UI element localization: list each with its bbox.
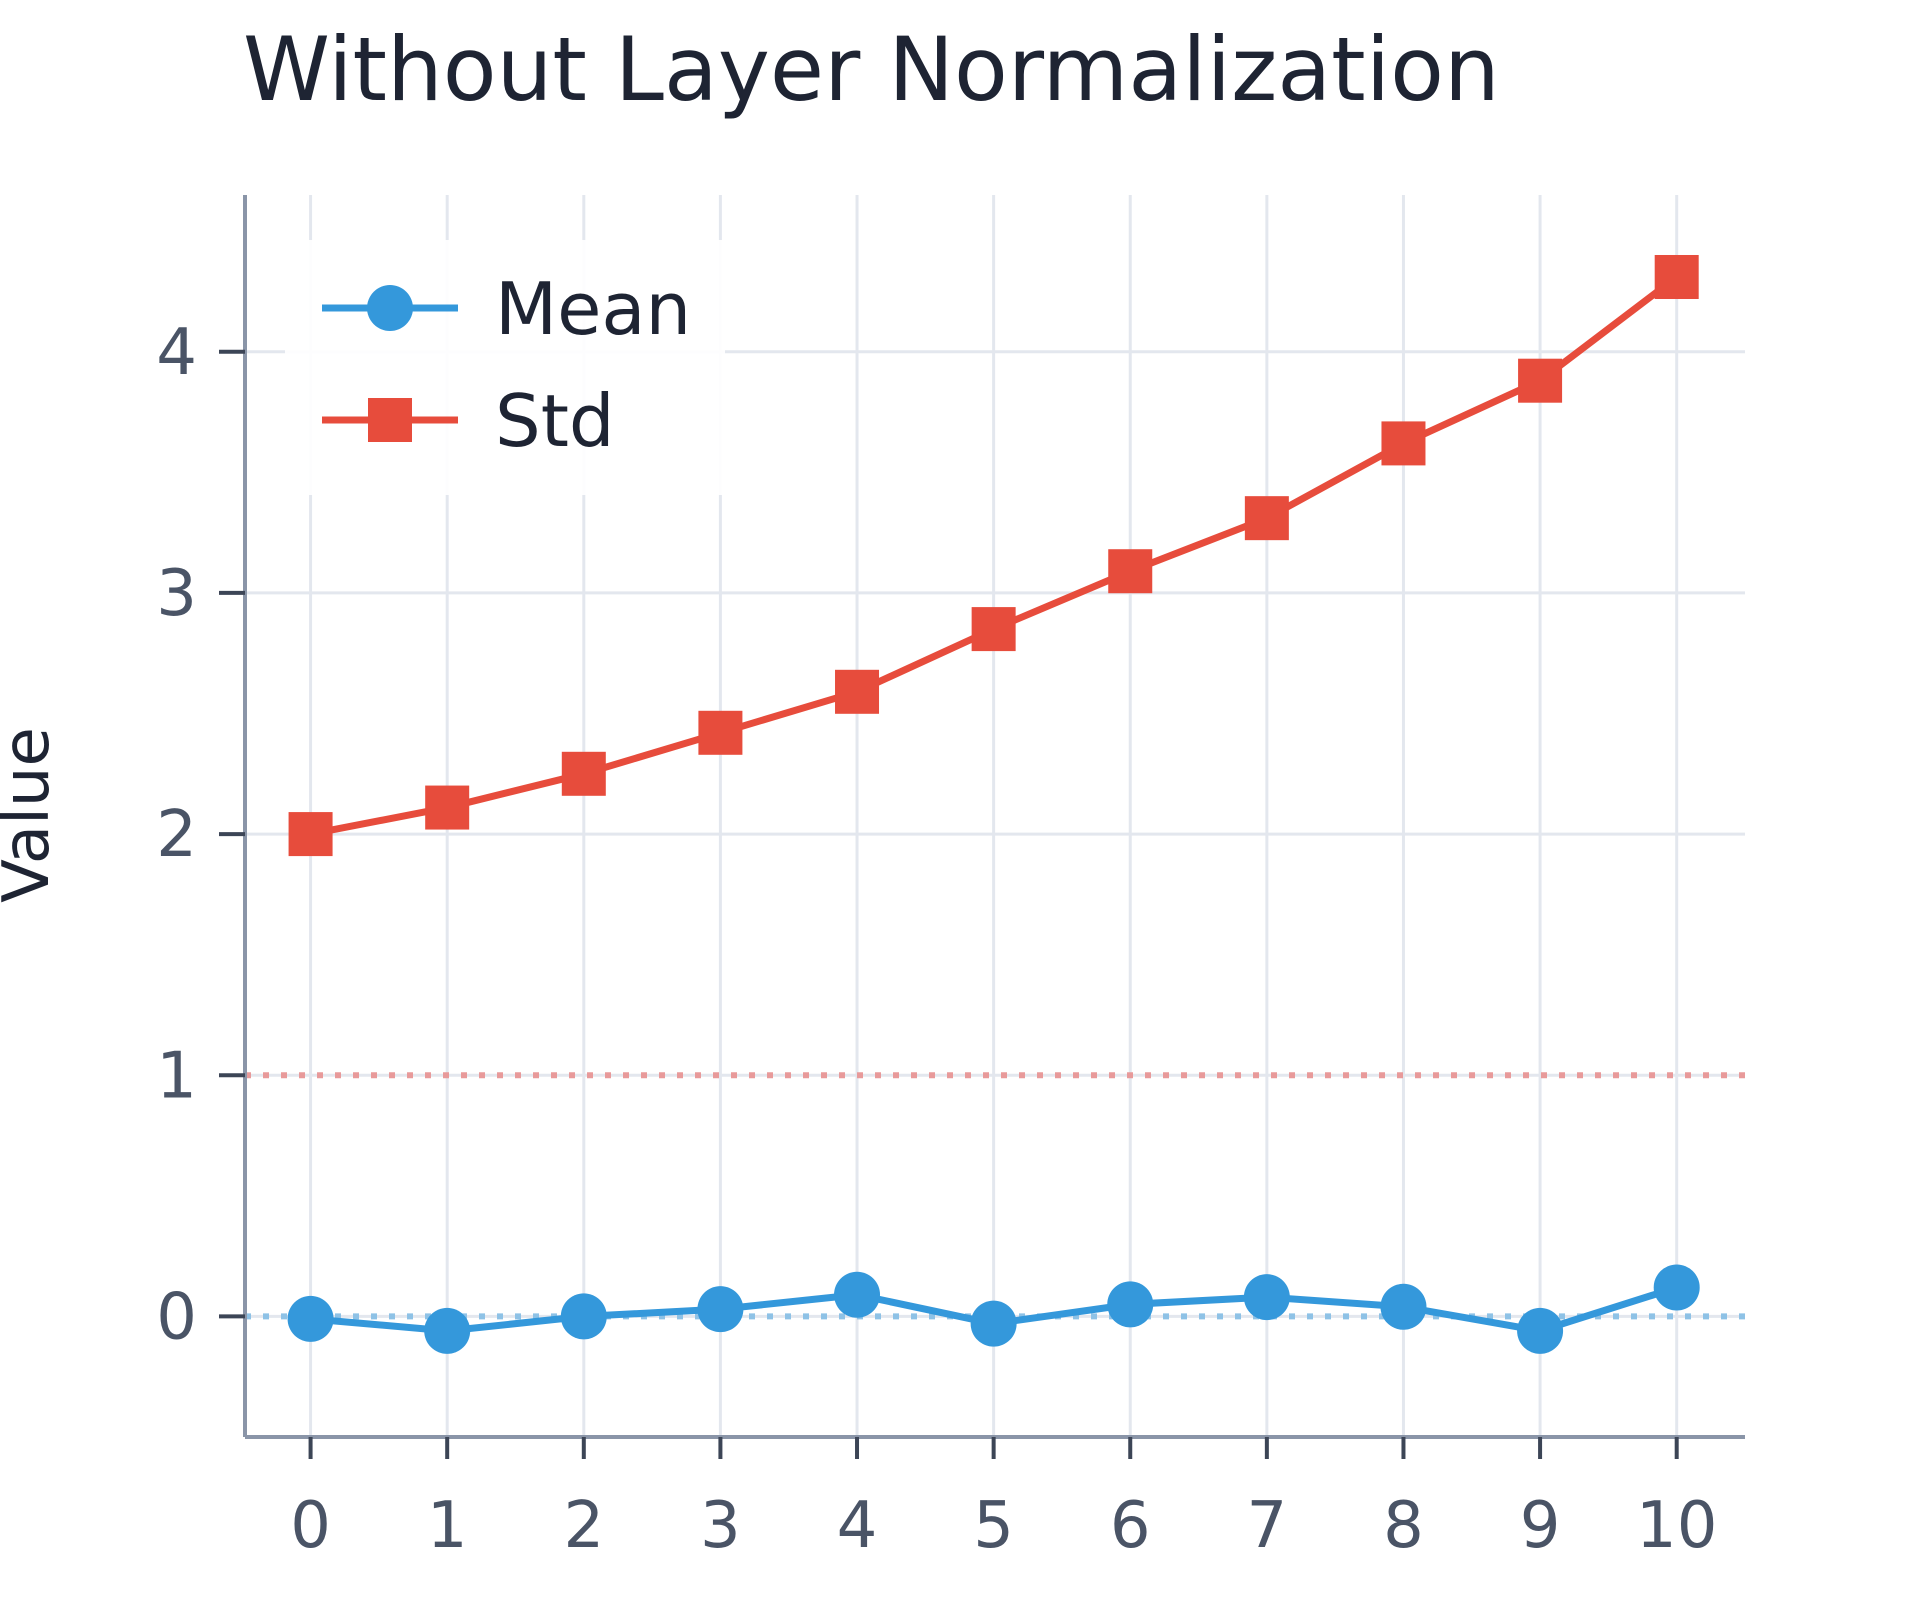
- data-point-circle: [834, 1271, 881, 1318]
- y-axis-label: Value: [0, 727, 64, 903]
- series-std: [288, 254, 1699, 857]
- x-tick-label: 2: [563, 1489, 604, 1563]
- data-point-square: [1108, 549, 1153, 594]
- series-group: [287, 254, 1700, 1354]
- data-point-square: [288, 812, 333, 857]
- data-point-circle: [560, 1293, 607, 1340]
- legend-label: Std: [495, 379, 615, 463]
- y-tick-label: 3: [156, 557, 197, 631]
- data-point-circle: [1107, 1281, 1154, 1328]
- x-tick-label: 6: [1110, 1489, 1151, 1563]
- data-point-square: [425, 785, 470, 830]
- x-tick-label: 5: [973, 1489, 1014, 1563]
- data-point-square: [971, 607, 1016, 652]
- gridlines: [245, 195, 1745, 1437]
- data-point-square: [1518, 358, 1563, 403]
- y-tick-label: 0: [156, 1280, 197, 1354]
- data-point-square: [698, 710, 743, 755]
- data-point-square: [1654, 254, 1699, 299]
- data-point-circle: [697, 1286, 744, 1333]
- data-point-square: [835, 669, 880, 714]
- data-point-circle: [287, 1295, 334, 1342]
- data-point-square: [1244, 496, 1289, 541]
- y-tick-label: 4: [156, 316, 197, 390]
- x-tick-label: 0: [290, 1489, 331, 1563]
- legend-marker: [368, 398, 412, 442]
- x-tick-label: 7: [1246, 1489, 1287, 1563]
- axes: [219, 195, 1745, 1459]
- data-point-circle: [1653, 1264, 1700, 1311]
- tick-labels: 0 1 2 3 4 5 6 7 8 9 10 0 1 2 3 4: [156, 316, 1717, 1563]
- x-tick-label: 10: [1636, 1489, 1717, 1563]
- data-point-circle: [1243, 1274, 1290, 1321]
- x-tick-label: 9: [1520, 1489, 1561, 1563]
- legend-item: Mean: [322, 267, 691, 351]
- data-point-circle: [1380, 1283, 1427, 1330]
- data-point-square: [561, 751, 606, 796]
- legend-label: Mean: [495, 267, 691, 351]
- y-tick-label: 2: [156, 798, 197, 872]
- x-tick-label: 4: [837, 1489, 878, 1563]
- y-tick-label: 1: [156, 1039, 197, 1113]
- x-tick-label: 3: [700, 1489, 741, 1563]
- x-tick-label: 1: [427, 1489, 468, 1563]
- series-mean: [287, 1264, 1700, 1354]
- chart-title: Without Layer Normalization: [243, 18, 1500, 121]
- legend: Mean Std: [285, 240, 725, 495]
- legend-box: [285, 240, 725, 495]
- legend-item: Std: [322, 379, 615, 463]
- data-point-circle: [970, 1300, 1017, 1347]
- data-point-circle: [424, 1307, 471, 1354]
- data-point-circle: [1517, 1307, 1564, 1354]
- legend-marker: [367, 285, 413, 331]
- data-point-square: [1381, 421, 1426, 466]
- x-tick-label: 8: [1383, 1489, 1424, 1563]
